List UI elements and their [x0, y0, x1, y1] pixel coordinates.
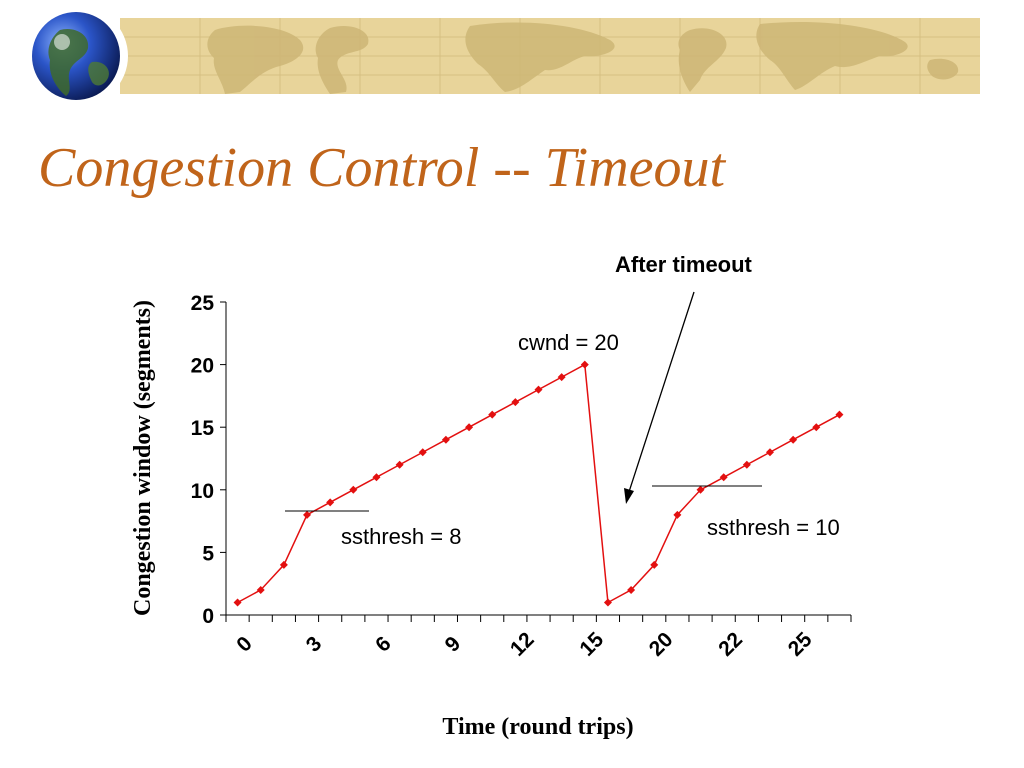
- x-tick-label: 0: [232, 632, 257, 657]
- data-point: [603, 598, 612, 607]
- data-point: [511, 398, 520, 407]
- map-banner: [28, 6, 980, 106]
- data-point: [395, 460, 404, 469]
- data-point: [465, 423, 474, 432]
- data-point: [534, 385, 543, 394]
- data-point: [279, 560, 288, 569]
- after-timeout-annotation: After timeout: [615, 252, 753, 277]
- y-tick-label: 5: [202, 542, 214, 565]
- x-tick-label: 20: [645, 628, 678, 661]
- y-axis-title-group: Congestion window (segments): [130, 300, 156, 616]
- line-chart: Congestion window (segments) Time (round…: [130, 252, 852, 740]
- data-point: [719, 473, 728, 482]
- data-point: [372, 473, 381, 482]
- data-point: [696, 485, 705, 494]
- x-axis-title: Time (round trips): [442, 714, 633, 740]
- x-tick-label: 12: [506, 628, 539, 661]
- y-axis-title: Congestion window (segments): [130, 300, 156, 616]
- ssthresh-10-annotation: ssthresh = 10: [707, 515, 840, 540]
- slide-title: Congestion Control -- Timeout: [38, 137, 726, 199]
- x-tick-label: 6: [371, 632, 396, 657]
- data-point: [418, 448, 427, 457]
- y-tick-label: 10: [191, 480, 214, 503]
- data-point: [256, 585, 265, 594]
- data-point: [303, 510, 312, 519]
- data-point: [488, 410, 497, 419]
- data-point: [812, 423, 821, 432]
- series-marks: [233, 360, 844, 607]
- data-point: [627, 585, 636, 594]
- data-point: [557, 373, 566, 382]
- world-map-shapes: [207, 22, 959, 94]
- x-tick-label: 15: [575, 628, 608, 661]
- y-tick-label: 25: [191, 292, 215, 315]
- y-tick-label: 20: [191, 355, 214, 378]
- data-point: [580, 360, 589, 369]
- data-point: [765, 448, 774, 457]
- globe-icon: [32, 12, 120, 100]
- x-tick-label: 25: [784, 628, 817, 661]
- x-tick-label: 9: [441, 632, 466, 657]
- cwnd-annotation: cwnd = 20: [518, 330, 619, 355]
- data-point: [441, 435, 450, 444]
- data-point: [835, 410, 844, 419]
- y-tick-label: 0: [202, 605, 214, 628]
- data-point: [349, 485, 358, 494]
- ssthresh-8-annotation: ssthresh = 8: [341, 524, 461, 549]
- y-axis: 0 5 10 15 20 25: [191, 292, 227, 628]
- x-tick-label: 3: [302, 632, 327, 657]
- data-point: [326, 498, 335, 507]
- data-point: [789, 435, 798, 444]
- data-point: [742, 460, 751, 469]
- arrow-head: [624, 488, 634, 504]
- data-point: [650, 560, 659, 569]
- x-axis: 0 3 6 9 12 15 20 22 25: [225, 614, 852, 661]
- y-tick-label: 15: [191, 417, 215, 440]
- after-timeout-arrow: [626, 291, 695, 499]
- x-tick-label: 22: [714, 628, 747, 661]
- data-point: [233, 598, 242, 607]
- series-line: [237, 363, 840, 604]
